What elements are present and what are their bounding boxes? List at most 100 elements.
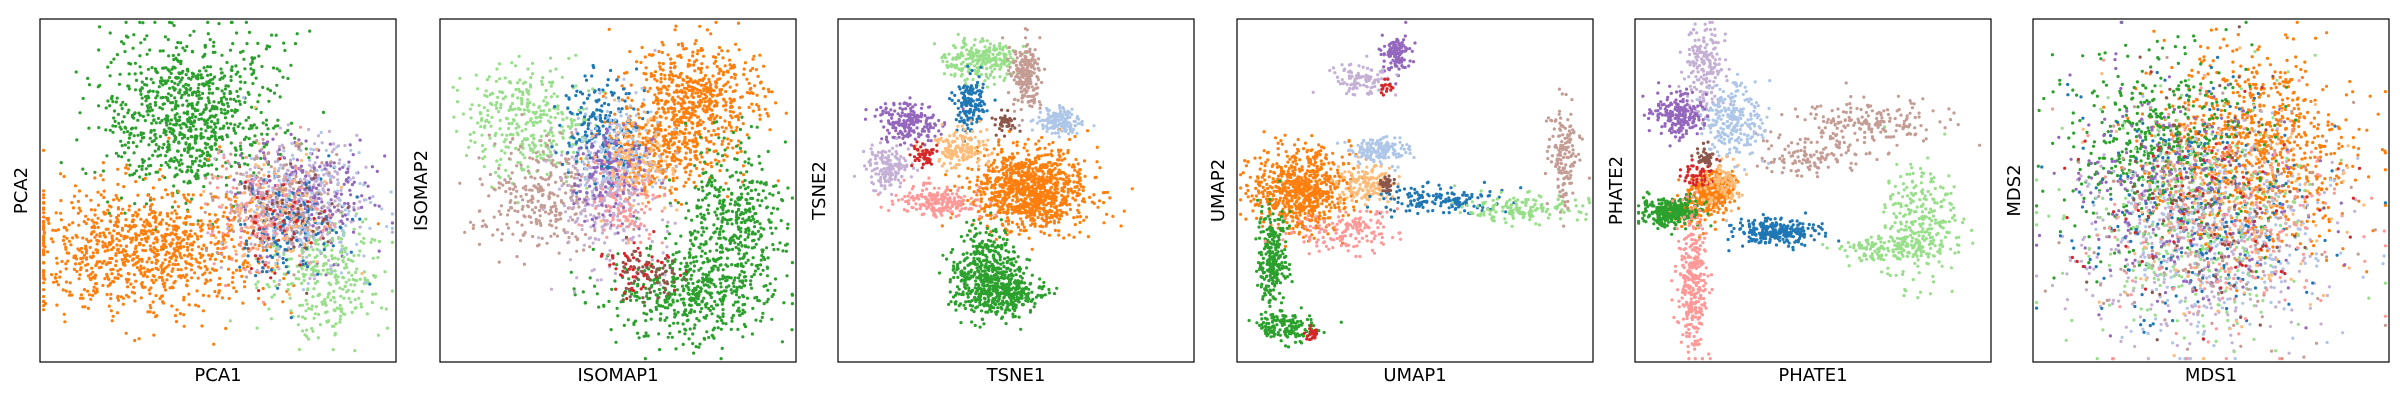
scatter-point <box>184 73 188 77</box>
scatter-point <box>664 116 668 120</box>
scatter-point <box>344 224 348 228</box>
scatter-point <box>58 270 62 274</box>
scatter-point <box>668 77 672 81</box>
scatter-point <box>620 98 625 102</box>
scatter-point <box>699 135 703 139</box>
scatter-point <box>253 165 257 169</box>
scatter-point <box>353 349 357 353</box>
scatter-point <box>747 232 751 237</box>
scatter-point <box>728 58 732 62</box>
scatter-point <box>739 141 743 145</box>
scatter-point <box>294 229 298 233</box>
scatter-point <box>748 87 752 91</box>
scatter-point <box>206 231 210 235</box>
scatter-point <box>177 71 181 75</box>
scatter-point <box>238 216 242 220</box>
scatter-point <box>668 201 672 205</box>
scatter-point <box>225 222 230 226</box>
scatter-point <box>80 260 84 264</box>
scatter-point <box>133 61 137 65</box>
scatter-point <box>328 223 333 227</box>
scatter-point <box>172 227 176 232</box>
scatter-point <box>184 283 189 287</box>
scatter-point <box>593 284 597 288</box>
scatter-point <box>690 242 694 246</box>
scatter-point <box>226 231 230 235</box>
scatter-point <box>194 303 198 307</box>
scatter-point <box>306 281 310 286</box>
scatter-point <box>164 245 168 249</box>
scatter-point <box>42 252 46 257</box>
scatter-point <box>703 303 708 307</box>
scatter-point <box>196 86 200 90</box>
scatter-point <box>276 169 280 173</box>
scatter-point <box>244 20 248 24</box>
scatter-point <box>95 260 99 264</box>
scatter-point <box>208 116 212 120</box>
scatter-point <box>666 165 670 169</box>
scatter-point <box>695 91 700 95</box>
scatter-point <box>63 320 67 324</box>
scatter-point <box>42 193 46 197</box>
scatter-point <box>296 270 301 274</box>
scatter-point <box>42 281 46 285</box>
scatter-point <box>243 67 247 71</box>
scatter-point <box>313 161 317 165</box>
scatter-point <box>62 174 66 179</box>
scatter-point <box>351 289 355 293</box>
scatter-point <box>163 130 167 134</box>
scatter-point <box>750 275 754 279</box>
scatter-point <box>111 239 115 243</box>
scatter-point <box>620 84 624 88</box>
scatter-point <box>732 97 736 102</box>
scatter-point <box>282 194 287 198</box>
scatter-point <box>695 303 700 307</box>
scatter-point <box>175 245 179 249</box>
scatter-point <box>709 114 713 118</box>
scatter-point <box>739 234 743 238</box>
scatter-point <box>230 68 234 73</box>
scatter-point <box>277 267 281 271</box>
scatter-point <box>666 259 670 263</box>
scatter-point <box>705 65 709 69</box>
scatter-point <box>64 247 68 251</box>
scatter-point <box>765 111 769 115</box>
scatter-point <box>665 142 670 146</box>
scatter-point <box>233 199 238 203</box>
scatter-point <box>42 148 46 152</box>
scatter-point <box>247 116 251 120</box>
scatter-point <box>326 240 330 244</box>
scatter-point <box>736 196 740 201</box>
scatter-point <box>42 230 46 234</box>
scatter-point <box>274 174 278 178</box>
scatter-point <box>699 221 704 225</box>
scatter-point <box>663 73 667 77</box>
scatter-point <box>676 54 680 58</box>
scatter-point <box>148 303 152 307</box>
scatter-point <box>42 201 46 205</box>
scatter-point <box>202 161 206 166</box>
scatter-point <box>344 262 348 266</box>
scatter-point <box>353 283 357 287</box>
scatter-point <box>710 94 714 98</box>
scatter-point <box>154 217 158 221</box>
scatter-point <box>218 127 222 131</box>
scatter-point <box>81 96 85 101</box>
scatter-point <box>694 39 698 43</box>
scatter-point <box>263 230 267 234</box>
scatter-point <box>270 202 274 206</box>
scatter-point <box>164 253 168 257</box>
scatter-point <box>657 91 661 95</box>
scatter-point <box>348 188 352 192</box>
scatter-point <box>298 167 302 171</box>
scatter-point <box>191 162 195 166</box>
scatter-point <box>705 105 710 109</box>
scatter-point <box>109 309 113 313</box>
scatter-point <box>170 108 174 112</box>
scatter-point <box>141 274 146 278</box>
scatter-point <box>144 76 149 81</box>
scatter-point <box>689 308 693 312</box>
scatter-point <box>206 20 210 24</box>
scatter-point <box>154 170 158 174</box>
scatter-point <box>679 55 683 60</box>
